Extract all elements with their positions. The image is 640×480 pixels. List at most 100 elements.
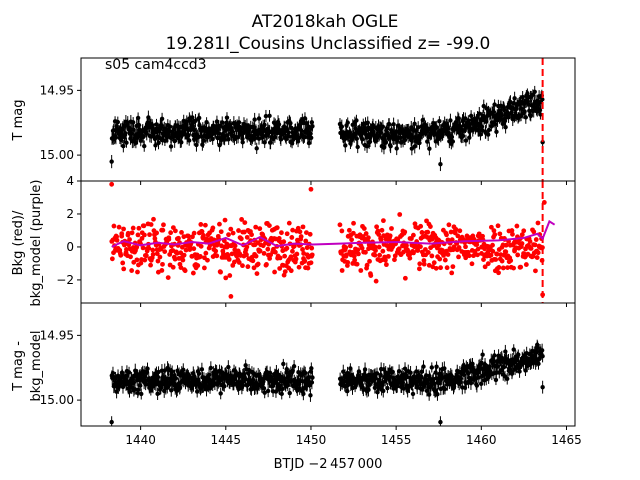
data-point — [392, 257, 397, 263]
data-point — [500, 265, 506, 271]
data-point — [429, 236, 435, 242]
data-point — [140, 245, 146, 251]
data-point — [387, 373, 392, 379]
data-point — [506, 114, 511, 120]
data-point — [485, 261, 491, 267]
data-point — [410, 391, 416, 397]
data-point — [243, 363, 248, 368]
data-point — [388, 144, 393, 149]
data-point — [186, 138, 192, 143]
data-point — [216, 131, 222, 136]
data-point — [421, 261, 427, 267]
data-point — [532, 242, 538, 248]
data-point — [355, 251, 361, 257]
data-point — [309, 245, 315, 251]
data-point — [505, 376, 510, 381]
data-point — [438, 265, 444, 271]
data-point — [448, 118, 453, 123]
data-point — [363, 249, 368, 255]
data-point — [533, 268, 538, 274]
ylabel-diff-line2: bkg_model — [29, 330, 44, 401]
data-point — [425, 250, 431, 255]
data-point — [285, 382, 291, 388]
ytick-label: 0 — [66, 240, 74, 254]
data-point — [114, 237, 120, 243]
data-point — [303, 238, 309, 244]
data-point — [255, 261, 261, 267]
data-point — [284, 366, 289, 372]
data-point — [142, 257, 148, 263]
data-point — [272, 135, 278, 140]
data-point — [162, 138, 168, 144]
data-point — [166, 236, 172, 242]
data-point — [135, 115, 141, 121]
data-point — [205, 257, 210, 263]
data-point — [238, 236, 244, 242]
data-point — [226, 136, 231, 142]
data-point — [449, 134, 455, 140]
data-point — [469, 261, 475, 267]
data-point — [434, 364, 439, 369]
data-point — [308, 260, 314, 266]
data-point — [230, 230, 236, 236]
data-point — [367, 139, 373, 144]
data-point — [232, 243, 238, 249]
data-point — [535, 345, 540, 351]
data-point — [482, 264, 488, 270]
data-point — [286, 133, 292, 139]
data-point — [519, 232, 525, 238]
data-point — [510, 231, 515, 237]
data-point — [281, 239, 287, 245]
data-point — [364, 262, 370, 268]
data-point — [380, 124, 386, 129]
data-point — [499, 258, 505, 264]
data-point — [456, 245, 462, 250]
data-point — [169, 369, 175, 374]
plot-area — [109, 181, 556, 299]
data-point — [109, 159, 114, 164]
data-point — [159, 116, 165, 122]
data-point — [141, 223, 147, 229]
data-point — [457, 228, 463, 234]
data-point — [256, 116, 262, 121]
data-point — [540, 384, 545, 390]
data-point — [111, 127, 116, 133]
data-point — [398, 135, 403, 140]
data-point — [252, 117, 257, 122]
data-point — [417, 261, 423, 267]
data-point — [199, 367, 205, 372]
data-point — [354, 261, 360, 267]
data-point — [172, 138, 177, 144]
title-line-1: AT2018kah OGLE — [252, 12, 399, 32]
data-point — [337, 222, 343, 228]
data-point — [162, 249, 168, 255]
data-point — [310, 375, 315, 380]
data-point — [294, 251, 300, 257]
data-point — [155, 258, 161, 264]
data-point — [287, 390, 292, 396]
data-point — [421, 258, 427, 263]
data-point — [208, 365, 214, 371]
data-point — [397, 212, 403, 217]
data-point — [124, 140, 129, 145]
data-point — [493, 257, 499, 262]
data-point — [202, 222, 208, 228]
data-point — [437, 256, 443, 262]
data-point — [127, 237, 132, 242]
data-point — [254, 146, 259, 151]
data-point — [392, 253, 398, 259]
data-point — [286, 130, 291, 135]
data-point — [449, 270, 455, 276]
data-point — [419, 369, 425, 374]
panel-tmag: 14.95 15.00 — [40, 57, 576, 185]
data-point — [218, 391, 223, 396]
data-point — [442, 386, 448, 392]
data-point — [226, 256, 232, 262]
data-point — [130, 120, 136, 125]
data-point — [262, 122, 267, 128]
data-point — [194, 142, 199, 148]
ytick-label: −2 — [56, 273, 74, 287]
data-point — [267, 113, 272, 119]
data-point — [263, 113, 269, 119]
data-point — [235, 135, 241, 140]
